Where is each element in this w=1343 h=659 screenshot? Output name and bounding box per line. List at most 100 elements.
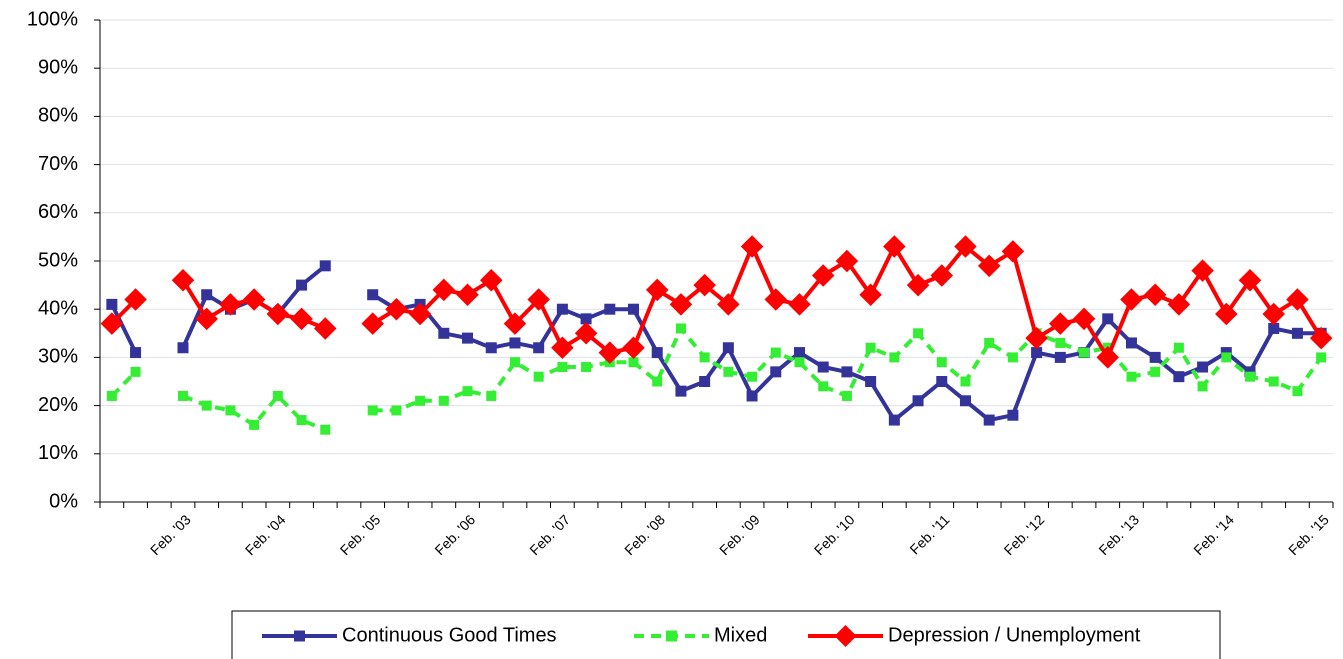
line-marker bbox=[598, 341, 622, 364]
line-marker bbox=[912, 395, 924, 407]
line-marker bbox=[1072, 307, 1096, 331]
line-marker bbox=[219, 293, 242, 316]
line-marker bbox=[130, 347, 142, 359]
line-marker bbox=[841, 366, 853, 378]
line-marker bbox=[1221, 352, 1232, 363]
x-tick-label: Feb. '05 bbox=[337, 511, 384, 558]
line-marker bbox=[835, 249, 859, 273]
line-marker bbox=[906, 273, 930, 297]
line-marker bbox=[841, 390, 852, 401]
line-marker bbox=[604, 303, 616, 315]
line-marker bbox=[1031, 347, 1043, 359]
y-tick-label: 70% bbox=[38, 153, 78, 175]
line-marker bbox=[580, 313, 592, 325]
line-marker bbox=[1316, 352, 1327, 363]
line-marker bbox=[959, 395, 971, 407]
y-tick-label: 30% bbox=[38, 346, 78, 368]
x-tick-label: Feb. '14 bbox=[1190, 511, 1237, 558]
legend-item: Depression / Unemployment bbox=[808, 624, 1141, 647]
series-line bbox=[110, 264, 1322, 423]
line-marker bbox=[888, 414, 900, 426]
line-marker bbox=[551, 336, 574, 360]
line-marker bbox=[415, 395, 426, 406]
line-marker bbox=[1126, 371, 1137, 382]
line-marker bbox=[557, 362, 568, 373]
x-tick-label: Feb. '13 bbox=[1095, 511, 1142, 558]
line-marker bbox=[675, 385, 687, 397]
line-marker bbox=[1096, 346, 1119, 369]
line-marker bbox=[503, 312, 527, 335]
y-tick-label: 90% bbox=[38, 56, 78, 78]
line-marker bbox=[770, 347, 781, 358]
line-marker bbox=[486, 390, 497, 401]
line-marker bbox=[883, 235, 906, 258]
y-tick-label: 20% bbox=[38, 394, 78, 416]
line-marker bbox=[201, 289, 213, 301]
line-marker bbox=[699, 376, 711, 387]
line-marker bbox=[106, 298, 118, 310]
line-marker bbox=[936, 357, 947, 368]
y-tick-label: 60% bbox=[38, 201, 78, 223]
line-marker bbox=[249, 419, 260, 430]
line-marker bbox=[723, 366, 734, 377]
line-marker bbox=[628, 357, 639, 368]
line-marker bbox=[391, 405, 402, 416]
line-marker bbox=[1049, 312, 1072, 335]
x-tick-label: Feb. '11 bbox=[906, 511, 952, 557]
line-marker bbox=[1173, 342, 1184, 353]
line-marker bbox=[319, 260, 331, 272]
line-marker bbox=[817, 361, 829, 373]
line-marker bbox=[225, 405, 236, 416]
line-marker bbox=[693, 273, 716, 297]
legend-label: Mixed bbox=[714, 624, 767, 646]
line-marker bbox=[527, 288, 550, 311]
x-tick-label: Feb. '06 bbox=[431, 511, 478, 558]
line-marker bbox=[622, 336, 645, 360]
series-line bbox=[110, 326, 1323, 432]
line-marker bbox=[367, 289, 379, 301]
line-marker bbox=[1262, 302, 1285, 326]
line-marker bbox=[1215, 302, 1238, 326]
y-tick-label: 50% bbox=[38, 249, 78, 271]
line-marker bbox=[509, 357, 520, 368]
legend-box bbox=[231, 610, 1221, 659]
line-marker bbox=[1238, 269, 1262, 292]
line-marker bbox=[740, 235, 764, 258]
line-marker bbox=[1150, 366, 1161, 377]
x-tick-label: Feb. '07 bbox=[526, 511, 573, 558]
line-marker bbox=[717, 293, 740, 316]
line-marker bbox=[788, 293, 811, 316]
line-marker bbox=[438, 395, 449, 406]
x-tick-label: Feb. '12 bbox=[1001, 511, 1048, 558]
line-marker bbox=[1054, 351, 1066, 363]
y-tick-label: 40% bbox=[38, 297, 78, 319]
legend-item: Continuous Good Times bbox=[262, 624, 557, 646]
legend-item: Mixed bbox=[634, 624, 767, 646]
line-marker bbox=[669, 293, 693, 316]
line-marker bbox=[954, 235, 977, 258]
line-marker bbox=[983, 414, 995, 426]
line-marker bbox=[1007, 409, 1019, 421]
line-marker bbox=[1025, 326, 1048, 350]
line-marker bbox=[367, 405, 378, 416]
line-marker bbox=[651, 347, 663, 359]
line-marker bbox=[1268, 322, 1280, 334]
line-marker bbox=[1149, 351, 1161, 363]
line-marker bbox=[124, 288, 147, 311]
line-marker bbox=[1173, 371, 1185, 383]
line-marker bbox=[296, 415, 307, 426]
line-marker bbox=[1143, 283, 1167, 306]
legend-marker bbox=[294, 630, 305, 642]
line-marker bbox=[479, 269, 503, 292]
x-tick-label: Feb. '03 bbox=[147, 511, 194, 558]
line-marker bbox=[485, 342, 497, 354]
line-marker bbox=[556, 303, 568, 315]
y-tick-label: 100% bbox=[27, 8, 78, 30]
line-marker bbox=[385, 297, 408, 321]
line-marker bbox=[1291, 327, 1303, 339]
legend-marker bbox=[834, 625, 857, 647]
line-marker bbox=[1125, 337, 1137, 349]
line-marker bbox=[130, 366, 141, 377]
line-marker bbox=[1268, 376, 1279, 387]
x-tick-label: Feb. '10 bbox=[811, 511, 858, 558]
